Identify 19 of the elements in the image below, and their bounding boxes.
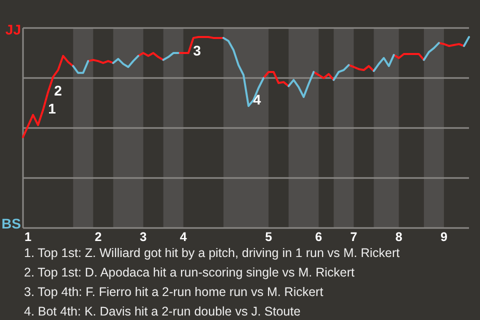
- x-tick-label: 5: [265, 230, 272, 244]
- annotation: 3: [193, 42, 202, 59]
- x-tick-label: 6: [315, 230, 322, 244]
- x-tick-label: 8: [395, 230, 402, 244]
- x-tick-label: 2: [94, 230, 102, 244]
- x-tick-label: 7: [350, 230, 358, 244]
- x-tick-label: 4: [180, 230, 187, 244]
- text: BS: [2, 216, 21, 232]
- text: 1. Top 1st: Z. Williard got hit by a pitch, driving in 1 run vs M. Rickert: [24, 246, 400, 260]
- text: 4. Bot 4th: K. Davis hit a 2-run double vs J. Stoute: [24, 304, 301, 318]
- text: 2. Top 1st: D. Apodaca hit a run-scoring single vs M. Rickert: [24, 266, 355, 280]
- annotation: 1: [48, 100, 56, 117]
- text: JJ: [5, 22, 21, 38]
- x-tick-label: 9: [440, 230, 448, 244]
- annotation: 4: [253, 92, 262, 108]
- annotation: 2: [54, 82, 62, 99]
- text: 3. Top 4th: F. Fierro hit a 2-run home run vs M. Rickert: [24, 285, 324, 299]
- x-tick-label: 1: [24, 230, 32, 244]
- x-tick-label: 3: [140, 230, 147, 244]
